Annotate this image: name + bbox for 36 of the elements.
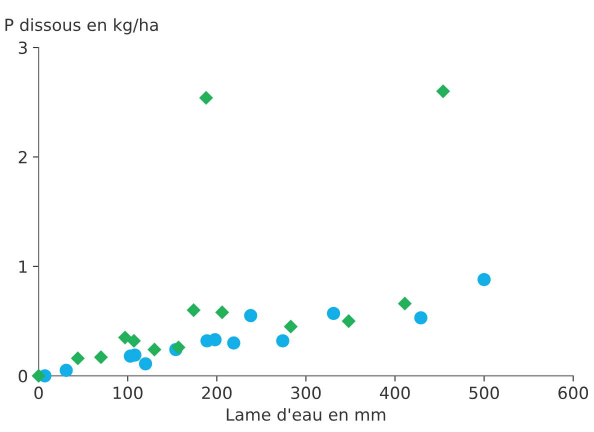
x-tick-label: 600 xyxy=(558,386,588,400)
point xyxy=(478,272,491,286)
point xyxy=(127,334,141,348)
x-tick-label: 200 xyxy=(202,386,232,400)
x-tick-label: 500 xyxy=(469,386,499,400)
point xyxy=(215,305,230,320)
point xyxy=(172,340,186,354)
point xyxy=(186,303,201,318)
point xyxy=(244,309,258,322)
x-tick-label: 0 xyxy=(34,386,43,400)
point xyxy=(70,351,85,366)
y-tick-label: 0 xyxy=(18,370,28,382)
point xyxy=(138,357,152,370)
point xyxy=(227,336,240,350)
point xyxy=(208,333,222,346)
point xyxy=(342,314,356,328)
point xyxy=(32,368,46,383)
y-tick-label: 1 xyxy=(19,260,27,273)
point xyxy=(436,84,450,98)
x-tick-label: 300 xyxy=(291,386,321,400)
y-axis-title: P dissous en kg/ha xyxy=(5,18,158,34)
point xyxy=(284,320,298,334)
point xyxy=(118,330,132,344)
y-tick-label: 2 xyxy=(18,150,27,164)
x-tick-label: 400 xyxy=(380,386,410,400)
y-tick-label: 3 xyxy=(18,41,27,54)
point xyxy=(326,306,340,320)
point xyxy=(94,350,108,364)
point xyxy=(60,364,73,377)
point xyxy=(414,311,428,324)
point xyxy=(199,90,214,105)
x-axis-title: Lame d'eau en mm xyxy=(226,408,386,421)
point xyxy=(147,342,162,357)
point xyxy=(276,334,290,348)
x-tick-label: 100 xyxy=(114,386,143,400)
point xyxy=(398,296,412,311)
